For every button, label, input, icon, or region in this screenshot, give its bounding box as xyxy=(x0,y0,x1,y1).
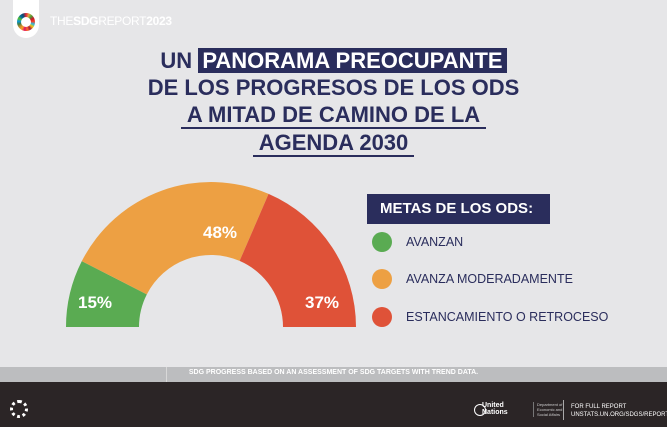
legend-label: ESTANCAMIENTO O RETROCESO xyxy=(406,310,609,324)
sdg-wheel-icon xyxy=(17,13,35,31)
full-report-label: FOR FULL REPORT xyxy=(571,404,627,410)
red-dot-icon xyxy=(372,307,392,327)
report-prefix: THE xyxy=(50,14,74,28)
legend-label: AVANZA MODERADAMENTE xyxy=(406,272,573,286)
full-report-url[interactable]: UNSTATS.UN.ORG/SDGS/REPORT/2023 xyxy=(571,412,667,418)
divider xyxy=(166,367,167,382)
sdg-ring-icon xyxy=(10,400,28,418)
full-report: FOR FULL REPORT UNSTATS.UN.ORG/SDGS/REPOR… xyxy=(571,403,667,419)
donut-segment-1 xyxy=(81,181,269,295)
legend-item-moderado: AVANZA MODERADAMENTE xyxy=(372,269,573,289)
legend-item-retroceso: ESTANCAMIENTO O RETROCESO xyxy=(372,307,608,327)
un-line-2: Nations xyxy=(482,409,508,416)
donut-segment-0 xyxy=(66,261,147,327)
un-line-1: United xyxy=(482,402,504,409)
orange-dot-icon xyxy=(372,269,392,289)
data-label-2: 37% xyxy=(305,293,339,312)
legend-item-avanzan: AVANZAN xyxy=(372,232,463,252)
report-year: 2023 xyxy=(146,14,172,28)
report-name: THESDGREPORT2023 xyxy=(50,14,172,28)
footer xyxy=(0,382,667,427)
legend-label: AVANZAN xyxy=(406,235,464,249)
donut-segment-2 xyxy=(239,193,356,327)
report-bold: SDG xyxy=(73,14,99,28)
half-donut-chart: 15% 48% 37% xyxy=(66,181,356,327)
footnote: SDG PROGRESS BASED ON AN ASSESSMENT OF S… xyxy=(188,369,479,376)
title-highlight: PANORAMA PREOCUPANTE xyxy=(198,48,507,73)
data-label-0: 15% xyxy=(78,293,112,312)
legend-heading: METAS DE LOS ODS: xyxy=(367,194,550,224)
title-un: UN xyxy=(160,48,193,73)
data-label-1: 48% xyxy=(203,223,237,242)
report-mid: REPORT xyxy=(98,14,147,28)
un-emblem-icon xyxy=(474,404,486,416)
title-line-1: UN PANORAMA PREOCUPANTE xyxy=(0,48,667,74)
title-line-2: DE LOS PROGRESOS DE LOS ODS xyxy=(147,75,520,100)
title-line-3: A MITAD DE CAMINO DE LA xyxy=(180,102,487,129)
top-bar: THESDGREPORT2023 xyxy=(0,0,667,40)
green-dot-icon xyxy=(372,232,392,252)
un-logo-text: United Nations xyxy=(482,402,508,416)
dept-text: Department of Economic and Social Affair… xyxy=(533,402,563,417)
title-line-4: AGENDA 2030 xyxy=(252,130,415,157)
footer-separator xyxy=(563,400,564,420)
